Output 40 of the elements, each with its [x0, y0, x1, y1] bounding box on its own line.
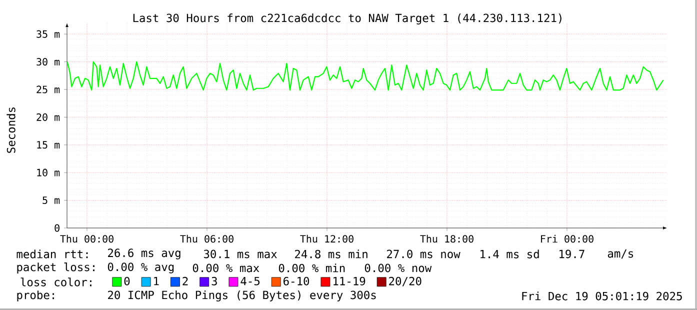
text: 27.0 ms now — [387, 250, 460, 258]
text: 30.1 ms max — [204, 250, 277, 258]
y-tick-label: 35 m — [36, 30, 60, 38]
text: 0.00 % now — [364, 264, 432, 272]
x-tick-label: Thu 06:00 — [180, 234, 234, 243]
y-tick-label: 0 — [54, 224, 60, 232]
text: 0.00 % avg — [108, 262, 174, 274]
x-tick-label: Thu 00:00 — [60, 234, 114, 243]
text: 20 ICMP Echo Pings (56 Bytes) every 300s — [108, 290, 376, 302]
legend-label: 0 — [124, 276, 130, 286]
legend-label: 4-5 — [240, 276, 260, 286]
legend-label: 2 — [182, 276, 188, 286]
y-tick-label: 25 m — [36, 86, 60, 94]
y-tick-label: 10 m — [37, 168, 60, 176]
legend-label: 20/20 — [389, 276, 422, 286]
legend-title: loss color: — [20, 278, 92, 286]
y-tick-label: 30 m — [36, 58, 60, 66]
text: median rtt: — [16, 250, 88, 258]
x-tick-label: Thu 12:00 — [300, 234, 354, 243]
y-axis-title: Seconds — [6, 108, 16, 153]
text: 19.7 — [560, 250, 584, 258]
text: 0.00 % min — [278, 264, 345, 272]
text: 0.00 % max — [192, 264, 260, 272]
legend-label: 6-10 — [284, 276, 310, 286]
text: 26.6 ms avg — [108, 248, 180, 260]
y-tick-label: 5 m — [42, 196, 60, 204]
text: packet loss: — [17, 262, 94, 274]
text: probe: — [17, 290, 54, 302]
text: am/s — [608, 249, 634, 259]
chart-title: Last 30 Hours from c221ca6dcdcc to NAW Target 1 (44.230.113.121) — [133, 14, 562, 24]
y-tick-label: 20 m — [36, 113, 60, 121]
y-tick-label: 15 m — [37, 141, 60, 149]
legend-label: 3 — [212, 276, 217, 286]
legend-label: 1 — [154, 276, 159, 286]
text: Fri Dec 19 05:01:19 2025 — [522, 292, 682, 300]
x-tick-label: Thu 18:00 — [420, 234, 474, 243]
text: 1.4 ms sd — [480, 250, 539, 258]
x-tick-label: Fri 00:00 — [541, 234, 594, 243]
legend-label: 11-19 — [334, 276, 366, 286]
text: 24.8 ms min — [295, 250, 368, 258]
